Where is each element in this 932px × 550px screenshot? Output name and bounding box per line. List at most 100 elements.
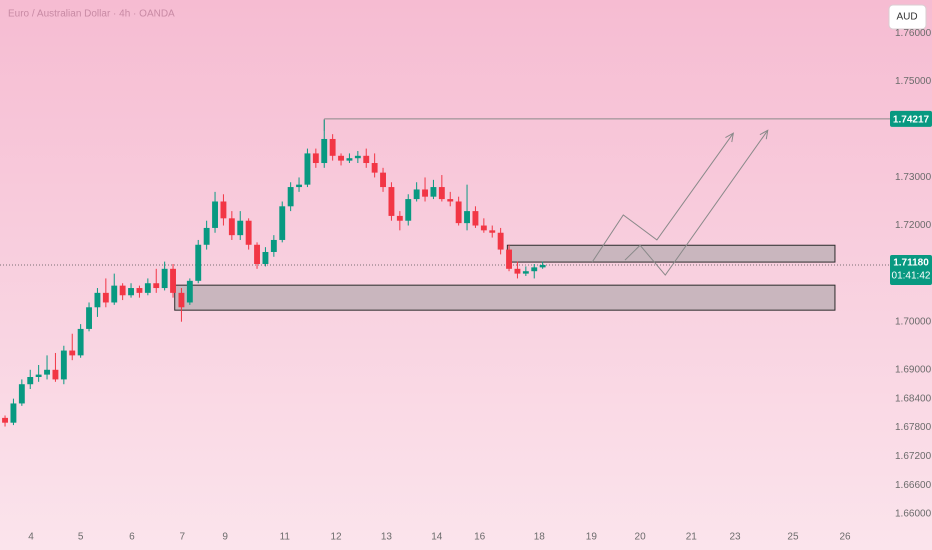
x-tick-label: 13 [381,532,393,543]
candle-body [514,268,521,274]
x-tick-label: 6 [129,532,135,543]
candle-body [346,158,353,161]
candle-body [102,292,109,303]
candle-body [430,187,437,197]
candle-body [195,244,202,281]
candle-body [69,350,76,356]
y-tick-label: 1.67200 [895,451,932,462]
candle-body [86,307,92,329]
candle-body [60,350,67,380]
candle-body [203,227,210,245]
x-tick-label: 26 [839,532,851,543]
candle-body [312,153,319,164]
candle-body [128,288,134,296]
last-price-box [890,254,932,285]
level-label: 1.74217 [893,115,930,126]
candle-body [354,155,361,159]
y-tick-label: 1.69000 [895,364,932,375]
candle-body [464,211,470,224]
candle-body [296,184,302,188]
projection-arrow [624,130,769,276]
y-tick-label: 1.73000 [895,172,932,183]
candle-body [35,374,42,378]
candle-body [178,292,185,308]
x-tick-label: 5 [78,532,84,543]
candle-body [472,211,479,226]
zone [174,284,836,311]
candle-body [77,328,84,356]
candle-body [447,199,454,202]
candle-body [237,220,244,236]
x-tick-label: 7 [179,532,185,543]
candle-body [228,218,235,236]
candle-body [438,187,445,200]
arrow-head [759,129,769,140]
x-tick-label: 20 [635,532,647,543]
candle-body [27,377,34,385]
y-tick-label: 1.70000 [895,316,932,327]
candle-body [489,230,496,233]
candle-body [245,220,252,245]
candle-body [522,271,529,274]
y-tick-label: 1.68400 [895,393,932,404]
currency-button[interactable] [888,4,927,30]
candle-body [497,232,504,250]
candle-body [10,403,17,423]
x-tick-label: 4 [28,532,34,543]
candle-body [186,280,193,303]
candle-body [170,268,176,293]
x-tick-label: 21 [686,532,698,543]
candle-body [270,239,277,252]
y-tick-label: 1.75000 [895,76,932,87]
candle-body [422,189,428,197]
candle-body [396,215,403,221]
candle-body [111,285,118,303]
candle-body [371,163,378,173]
currency-button-label[interactable]: AUD [896,12,917,23]
chart-title: Euro / Australian Dollar · 4h · OANDA [8,9,175,20]
last-price-label: 1.71180 [893,258,929,269]
candle-body [363,155,370,164]
y-tick-label: 1.76000 [895,28,932,39]
candle-body [287,187,294,207]
y-tick-label: 1.72000 [895,220,932,231]
x-tick-label: 11 [280,532,291,543]
x-tick-label: 25 [787,532,799,543]
candle-body [220,201,227,219]
candle-body [144,283,151,293]
candle-body [136,288,143,293]
candle-body [2,417,8,423]
candle-body [413,189,420,200]
projection-arrow [591,132,734,263]
x-tick-label: 16 [474,532,486,543]
level-label-box [890,110,932,127]
x-tick-label: 23 [729,532,741,543]
y-tick-label: 1.66000 [895,509,932,520]
candle-body [119,285,126,296]
candle-body [531,267,538,272]
arrow-head [725,132,734,143]
candle-body [405,199,412,221]
y-tick-label: 1.67800 [895,422,932,433]
candle-body [455,201,462,224]
candle-body [480,225,487,231]
candle-body [94,292,101,308]
candle-body [539,264,546,268]
x-tick-label: 12 [330,532,342,543]
candle-body [388,187,395,216]
candle-body [321,138,328,164]
candle-body [304,153,311,185]
candle-body [52,369,59,380]
candle-body [279,206,286,240]
candle-body [380,172,386,188]
candle-body [18,384,25,404]
x-tick-label: 14 [431,532,443,543]
countdown-label: 01:41:42 [892,271,931,282]
candle-body [506,249,512,269]
y-tick-label: 1.66600 [895,480,932,491]
candle-body [329,138,336,156]
x-tick-label: 9 [222,532,228,543]
